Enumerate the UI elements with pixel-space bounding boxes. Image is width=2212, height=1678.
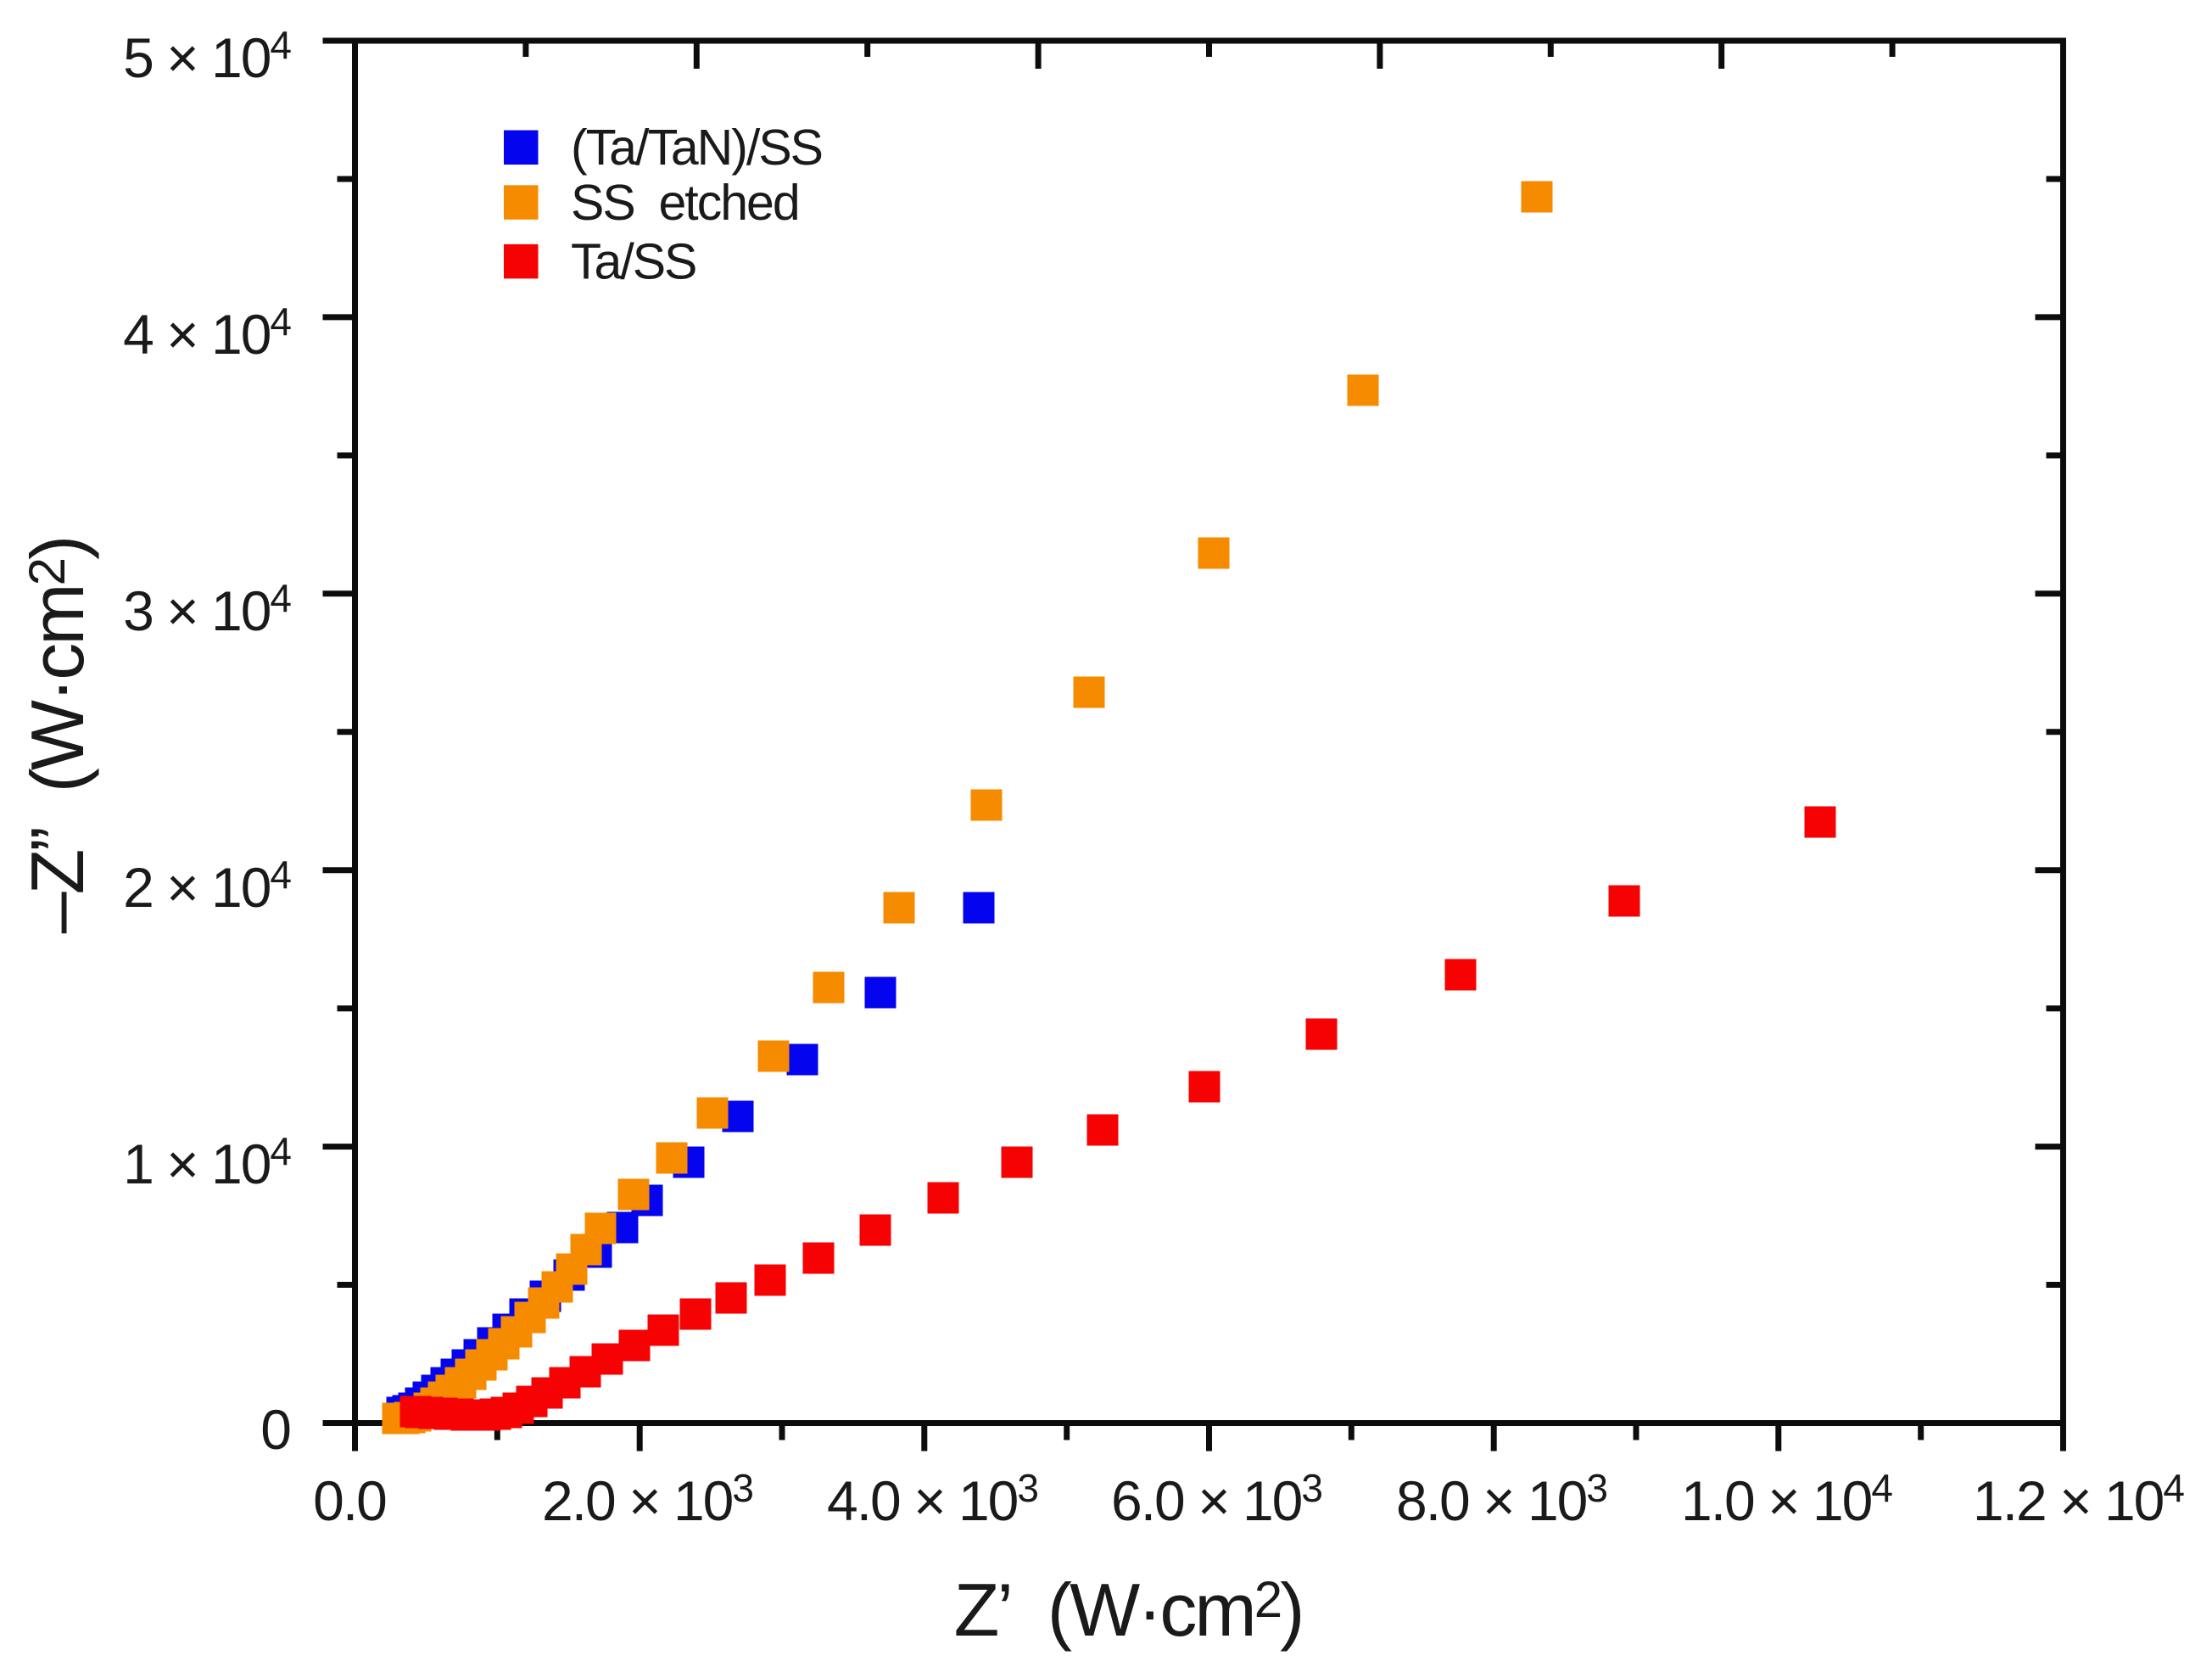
svg-text:8.0 × 103: 8.0 × 103 <box>1396 1466 1606 1532</box>
svg-text:Ta/SS: Ta/SS <box>571 233 695 289</box>
svg-text:2 × 104: 2 × 104 <box>123 853 291 919</box>
svg-text:0.0: 0.0 <box>313 1469 386 1532</box>
svg-text:(Ta/TaN)/SS: (Ta/TaN)/SS <box>571 120 822 176</box>
svg-text:SS etched: SS etched <box>571 175 799 231</box>
svg-text:0: 0 <box>260 1398 290 1461</box>
svg-text:1 × 104: 1 × 104 <box>123 1129 291 1195</box>
svg-text:3 × 104: 3 × 104 <box>123 576 291 642</box>
svg-text:–Z” (W·cm2): –Z” (W·cm2) <box>15 538 99 934</box>
svg-text:Z’ (W·cm2): Z’ (W·cm2) <box>954 1568 1303 1652</box>
svg-text:6.0 × 103: 6.0 × 103 <box>1111 1466 1321 1532</box>
svg-text:4 × 104: 4 × 104 <box>123 299 291 366</box>
svg-text:5 × 104: 5 × 104 <box>123 23 291 89</box>
svg-text:1.2 × 104: 1.2 × 104 <box>1973 1466 2184 1532</box>
svg-text:4.0 × 103: 4.0 × 103 <box>827 1466 1037 1532</box>
svg-text:1.0 × 104: 1.0 × 104 <box>1681 1466 1892 1532</box>
svg-text:2.0 × 103: 2.0 × 103 <box>542 1466 752 1532</box>
